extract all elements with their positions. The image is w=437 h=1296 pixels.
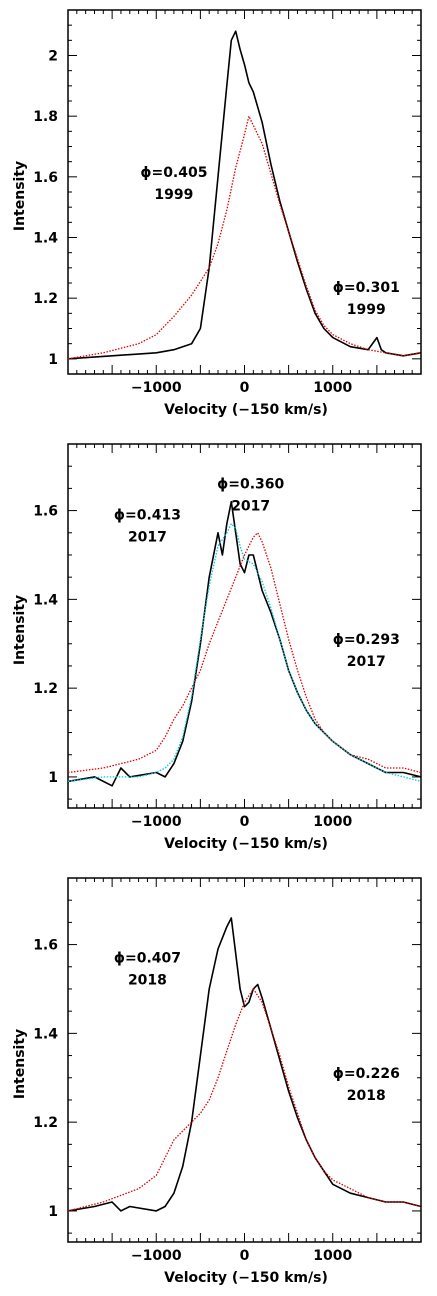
series-line-0 (67, 917, 422, 1212)
phase-annotation: ϕ=0.407 (114, 950, 181, 966)
x-tick-label: −1000 (131, 380, 182, 396)
year-annotation: 2018 (128, 972, 167, 988)
series-line-2 (67, 523, 422, 783)
x-tick-label: 0 (240, 814, 250, 830)
x-tick-label: −1000 (131, 1248, 182, 1264)
year-annotation: 1999 (347, 302, 386, 318)
x-tick-label: 1000 (313, 380, 352, 396)
panel-1999: Intensity Velocity (−150 km/s) −1000 0 100… (12, 9, 422, 418)
x-axis-label: Velocity (−150 km/s) (164, 402, 328, 418)
series-line-1 (67, 988, 422, 1212)
phase-annotation: ϕ=0.293 (333, 632, 400, 648)
x-tick-label: 1000 (313, 1248, 352, 1264)
y-tick-label: 2 (48, 49, 58, 65)
x-tick-label: 1000 (313, 814, 352, 830)
year-annotation: 2017 (231, 498, 270, 514)
phase-annotation: ϕ=0.360 (217, 476, 284, 492)
y-tick-label: 1.6 (33, 938, 58, 954)
y-tick-label: 1 (48, 1204, 58, 1220)
series-line-0 (67, 30, 422, 360)
x-tick-label: −1000 (131, 814, 182, 830)
x-tick-label: 0 (240, 380, 250, 396)
y-tick-label: 1.6 (33, 504, 58, 520)
y-tick-label: 1.8 (33, 109, 58, 125)
x-tick-label: 0 (240, 1248, 250, 1264)
y-tick-label: 1 (48, 770, 58, 786)
y-tick-label: 1.2 (33, 291, 58, 307)
plot-frame (67, 877, 422, 1243)
y-tick-label: 1.6 (33, 170, 58, 186)
y-tick-label: 1.4 (33, 592, 58, 608)
y-axis-label: Intensity (12, 595, 28, 665)
series-line-1 (67, 115, 422, 360)
phase-annotation: ϕ=0.226 (333, 1066, 400, 1082)
x-axis-label: Velocity (−150 km/s) (164, 836, 328, 852)
y-tick-label: 1.2 (33, 681, 58, 697)
y-tick-label: 1.4 (33, 231, 58, 247)
y-tick-label: 1.4 (33, 1026, 58, 1042)
year-annotation: 2018 (347, 1088, 386, 1104)
y-tick-label: 1.2 (33, 1115, 58, 1131)
series-line-1 (67, 532, 422, 774)
y-axis-label: Intensity (12, 1029, 28, 1099)
panel-2018: Intensity Velocity (−150 km/s) −1000 0 100… (12, 877, 422, 1286)
y-axis-label: Intensity (12, 161, 28, 231)
y-tick-label: 1 (48, 352, 58, 368)
phase-annotation: ϕ=0.405 (140, 165, 207, 181)
year-annotation: 1999 (154, 187, 193, 203)
year-annotation: 2017 (347, 654, 386, 670)
phase-annotation: ϕ=0.413 (114, 507, 181, 523)
x-axis-label: Velocity (−150 km/s) (164, 1270, 328, 1286)
panel-2017: Intensity Velocity (−150 km/s) −1000 0 100… (12, 443, 422, 852)
phase-annotation: ϕ=0.301 (333, 280, 400, 296)
year-annotation: 2017 (128, 529, 167, 545)
